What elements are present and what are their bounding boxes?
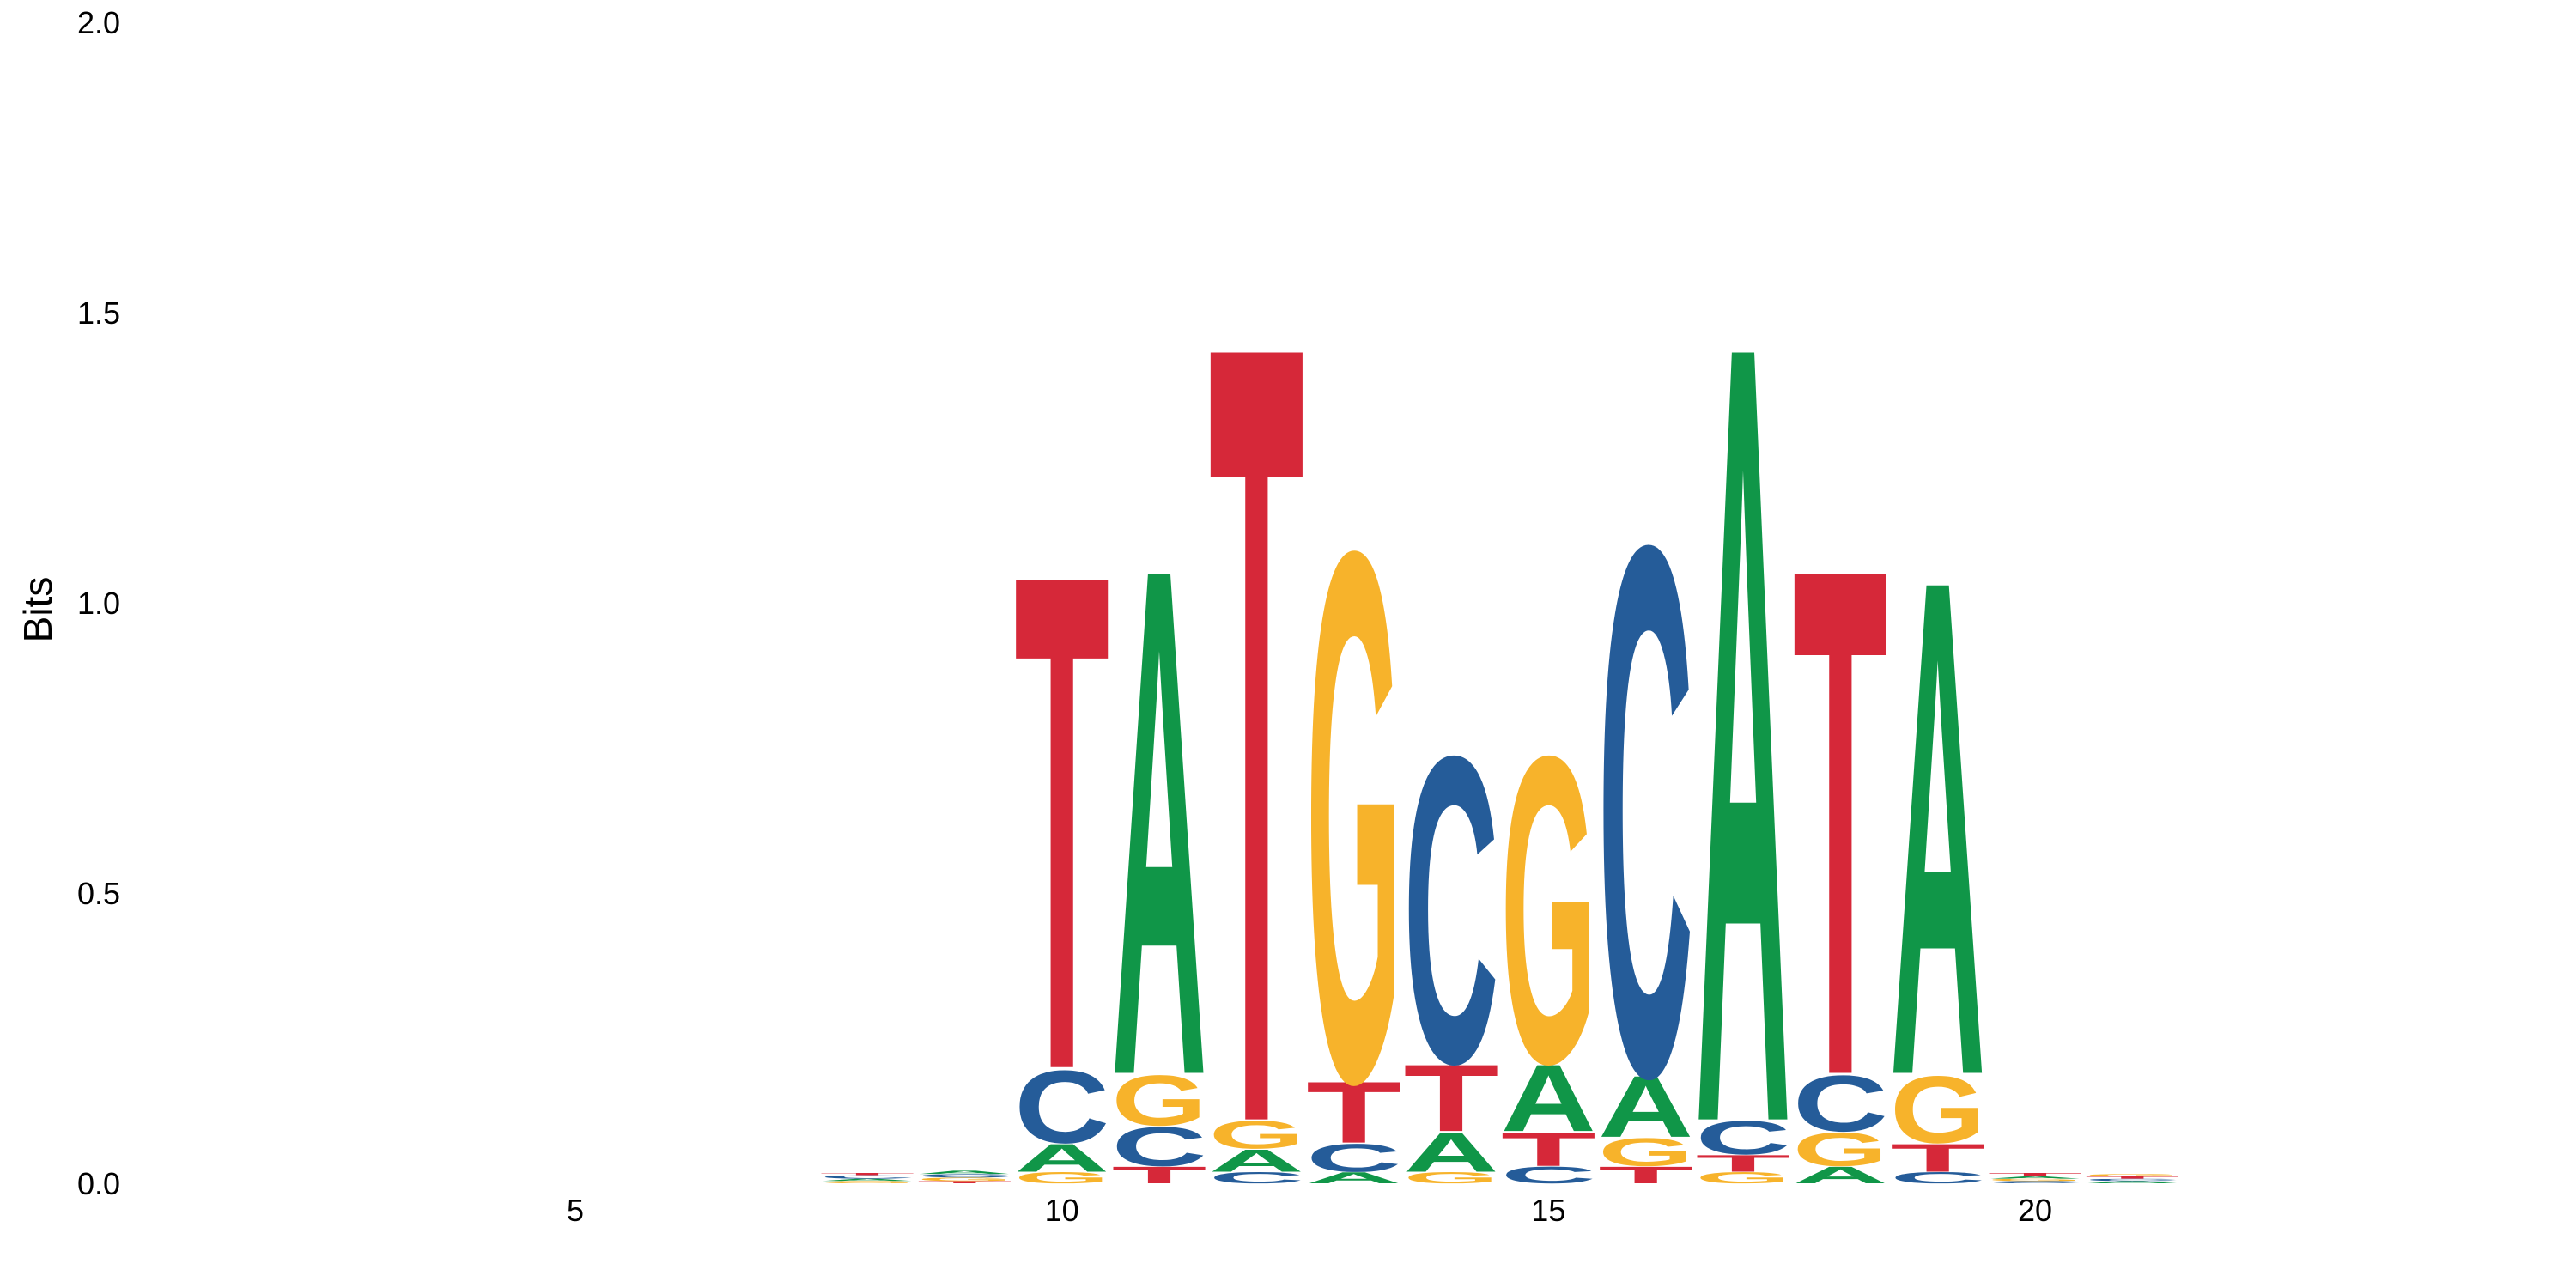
logo-letter-C: C bbox=[1501, 1162, 1596, 1188]
logo-letter-A: A bbox=[1793, 1162, 1888, 1188]
y-tick-label: 0.0 bbox=[77, 1166, 120, 1201]
logo-letter-T: T bbox=[1111, 1162, 1206, 1188]
logo-letter-G: G bbox=[917, 1176, 1012, 1182]
logo-letter-T: T bbox=[1890, 1136, 1985, 1181]
logo-letter-G: G bbox=[1890, 1057, 1985, 1163]
logo-letter-C: C bbox=[1209, 1169, 1304, 1187]
logo-letter-A: A bbox=[1695, 110, 1790, 1288]
logo-letter-T: T bbox=[1403, 1045, 1498, 1151]
logo-letter-G: G bbox=[1403, 1169, 1498, 1187]
logo-letter-A: A bbox=[1014, 1136, 1109, 1181]
x-axis: 5 10 15 20 bbox=[567, 1193, 2052, 1228]
logo-letter-C: C bbox=[819, 1175, 914, 1180]
logo-letter-T: T bbox=[819, 1172, 914, 1176]
x-tick-label: 20 bbox=[2018, 1193, 2052, 1228]
logo-letter-G: G bbox=[1209, 1113, 1304, 1157]
x-tick-label: 5 bbox=[567, 1193, 584, 1228]
logo-letter-A: A bbox=[917, 1170, 1012, 1175]
logo-letter-T: T bbox=[1014, 426, 1109, 1218]
logo-letter-A: A bbox=[2085, 1181, 2180, 1184]
logo-letter-T: T bbox=[1793, 417, 1888, 1227]
logo-letter-C: C bbox=[1793, 1059, 1888, 1148]
logo-letter-C: C bbox=[1014, 1049, 1109, 1164]
logo-letter-C: C bbox=[1890, 1169, 1985, 1187]
logo-letter-G: G bbox=[1306, 394, 1401, 1239]
logo-letter-A: A bbox=[1403, 1121, 1498, 1184]
y-axis: 0.0 0.5 1.0 1.5 2.0 bbox=[77, 5, 120, 1201]
logo-letter-C: C bbox=[917, 1173, 1012, 1178]
logo-letter-C: C bbox=[1403, 665, 1498, 1154]
y-tick-label: 1.0 bbox=[77, 586, 120, 621]
x-tick-label: 10 bbox=[1045, 1193, 1079, 1228]
logo-letter-A: A bbox=[1987, 1176, 2082, 1179]
logo-letter-A: A bbox=[1209, 1143, 1304, 1178]
logo-letter-A: A bbox=[1111, 417, 1206, 1227]
logo-letter-C: C bbox=[1306, 1136, 1401, 1181]
y-tick-label: 2.0 bbox=[77, 5, 120, 40]
logo-letter-C: C bbox=[1987, 1181, 2082, 1184]
logo-letter-A: A bbox=[819, 1178, 914, 1182]
logo-letter-T: T bbox=[1501, 1123, 1596, 1176]
logo-letter-A: A bbox=[1306, 1169, 1401, 1187]
logo-letter-G: G bbox=[1014, 1169, 1109, 1187]
y-tick-label: 1.5 bbox=[77, 295, 120, 331]
logo-letter-G: G bbox=[1695, 1169, 1790, 1187]
logo-letter-A: A bbox=[1890, 432, 1985, 1224]
logo-letter-A: A bbox=[1598, 1058, 1693, 1156]
logo-letter-G: G bbox=[1793, 1122, 1888, 1176]
logo-letter-G: G bbox=[1598, 1130, 1693, 1175]
logo-letter-T: T bbox=[1598, 1162, 1693, 1188]
y-tick-label: 0.5 bbox=[77, 876, 120, 911]
logo-letter-T: T bbox=[1209, 112, 1304, 1288]
logo-letter-C: C bbox=[1695, 1111, 1790, 1165]
logo-letter-C: C bbox=[1598, 389, 1693, 1234]
logo-letter-T: T bbox=[1695, 1150, 1790, 1176]
logo-letter-G: G bbox=[1987, 1178, 2082, 1182]
logo-letter-A: A bbox=[1501, 1045, 1596, 1151]
logo-letter-T: T bbox=[917, 1181, 1012, 1184]
logo-letter-G: G bbox=[1501, 666, 1596, 1155]
logo-letter-G: G bbox=[819, 1181, 914, 1184]
logo-letter-T: T bbox=[1987, 1172, 2082, 1177]
y-axis-title: Bits bbox=[15, 577, 60, 643]
logo-letter-G: G bbox=[2085, 1174, 2180, 1177]
logo-letter-T: T bbox=[2085, 1176, 2180, 1179]
logo-letter-C: C bbox=[1111, 1115, 1206, 1178]
logo-letter-T: T bbox=[1306, 1064, 1401, 1161]
logo-letter-C: C bbox=[2085, 1178, 2180, 1182]
x-tick-label: 15 bbox=[1531, 1193, 1565, 1228]
logo-letter-G: G bbox=[1111, 1060, 1206, 1140]
